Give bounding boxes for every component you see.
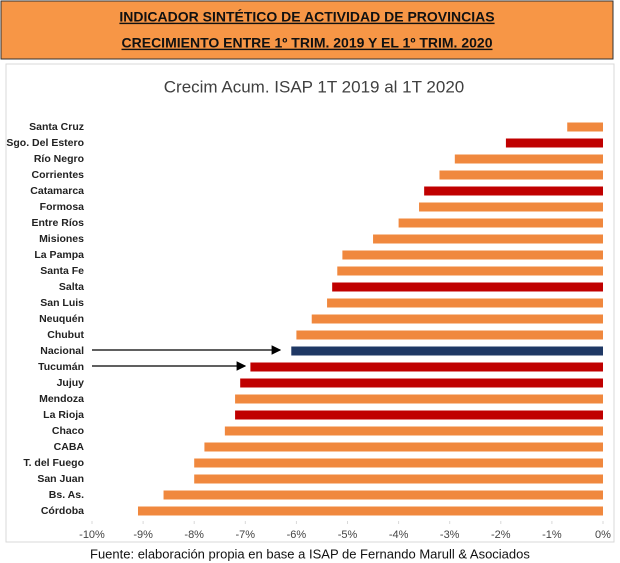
x-tick-label: -7%: [236, 529, 256, 541]
x-tick-label: 0%: [595, 529, 611, 541]
y-tick-label: Catamarca: [30, 185, 84, 197]
bar: [398, 218, 603, 228]
bar: [337, 266, 603, 276]
bar: [342, 250, 603, 260]
bar: [194, 474, 603, 484]
bar: [373, 234, 603, 244]
x-tick-label: -5%: [338, 529, 358, 541]
x-tick-label: -3%: [440, 529, 460, 541]
y-tick-label: Río Negro: [34, 153, 84, 165]
y-tick-label: CABA: [54, 441, 85, 453]
y-tick-label: Santa Cruz: [29, 121, 84, 133]
y-tick-label: Salta: [59, 281, 84, 293]
bar: [204, 442, 604, 452]
y-tick-label: La Pampa: [34, 249, 84, 261]
y-tick-label: Misiones: [39, 233, 84, 245]
x-tick-label: -10%: [79, 529, 105, 541]
bar: [419, 202, 603, 212]
x-tick-label: -1%: [542, 529, 562, 541]
y-tick-label: Corrientes: [31, 169, 84, 181]
y-tick-label: Santa Fe: [40, 265, 84, 277]
x-tick-label: -6%: [287, 529, 307, 541]
x-tick-label: -8%: [184, 529, 204, 541]
bar: [163, 490, 604, 500]
bar: [224, 426, 604, 436]
y-tick-label: Jujuy: [57, 377, 85, 389]
bar: [291, 346, 603, 356]
bar: [311, 314, 603, 324]
x-tick-label: -4%: [389, 529, 409, 541]
bar: [296, 330, 603, 340]
y-tick-label: Chaco: [52, 425, 84, 437]
y-tick-label: T. del Fuego: [23, 457, 84, 469]
bar: [137, 506, 604, 516]
bar: [454, 154, 603, 164]
bar: [194, 458, 603, 468]
bar: [332, 282, 603, 292]
bar: [235, 410, 603, 420]
source-note: Fuente: elaboración propia en base a ISA…: [90, 546, 530, 561]
y-tick-label: San Luis: [40, 297, 84, 309]
bar: [240, 378, 603, 388]
y-tick-label: Mendoza: [39, 393, 84, 405]
header-line: CRECIMIENTO ENTRE 1º TRIM. 2019 Y EL 1º …: [122, 35, 493, 51]
bar: [439, 170, 603, 180]
header-line: INDICADOR SINTÉTICO DE ACTIVIDAD DE PROV…: [119, 9, 494, 25]
x-tick-label: -2%: [491, 529, 511, 541]
y-tick-label: Formosa: [40, 201, 85, 213]
bar: [505, 138, 603, 148]
y-tick-label: La Rioja: [43, 409, 84, 421]
y-tick-label: Nacional: [40, 345, 84, 357]
bar: [250, 362, 603, 372]
y-tick-label: Sgo. Del Estero: [6, 137, 84, 149]
y-tick-label: Córdoba: [41, 505, 84, 517]
header-banner: [0, 0, 614, 60]
x-tick-label: -9%: [133, 529, 153, 541]
y-tick-label: San Juan: [37, 473, 84, 485]
chart-title: Crecim Acum. ISAP 1T 2019 al 1T 2020: [164, 77, 465, 96]
y-tick-label: Entre Ríos: [31, 217, 84, 229]
y-tick-label: Bs. As.: [49, 489, 84, 501]
bar: [424, 186, 603, 196]
y-tick-label: Tucumán: [38, 361, 84, 373]
bar: [567, 122, 603, 132]
bar: [235, 394, 603, 404]
y-tick-label: Neuquén: [39, 313, 84, 325]
bar: [327, 298, 603, 308]
y-tick-label: Chubut: [47, 329, 84, 341]
